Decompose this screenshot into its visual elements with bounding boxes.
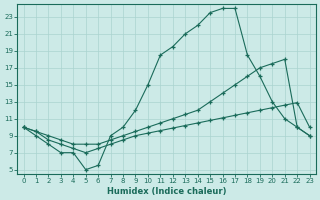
X-axis label: Humidex (Indice chaleur): Humidex (Indice chaleur): [107, 187, 226, 196]
